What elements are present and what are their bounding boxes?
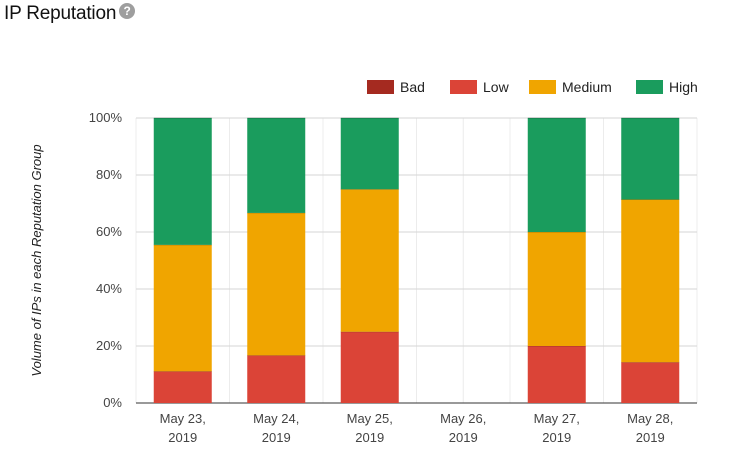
y-tick-label: 40% (96, 281, 122, 296)
y-tick-label: 80% (96, 167, 122, 182)
legend-label-low[interactable]: Low (483, 79, 510, 95)
y-tick-label: 0% (103, 395, 122, 410)
bar-segment-low[interactable] (527, 346, 586, 403)
x-tick-label-line: May 28, (627, 411, 673, 426)
x-tick-label-line: 2019 (168, 430, 197, 445)
bar-segment-medium[interactable] (247, 212, 306, 356)
x-tick-label: May 25, 2019 (347, 411, 393, 445)
legend-label-medium[interactable]: Medium (562, 79, 612, 95)
legend-swatch-bad[interactable] (367, 80, 394, 94)
bar-segment-low[interactable] (153, 371, 212, 403)
y-tick-label: 100% (89, 110, 123, 125)
help-circle-icon[interactable]: ? (119, 3, 136, 19)
bar-segment-high[interactable] (527, 118, 586, 232)
legend-label-high[interactable]: High (669, 79, 698, 95)
legend-swatch-high[interactable] (636, 80, 663, 94)
bar-segment-high[interactable] (340, 118, 399, 190)
chart-header: IP Reputation ? (4, 3, 136, 25)
bar-segment-high[interactable] (247, 118, 306, 213)
x-tick-label: May 23, 2019 (160, 411, 206, 445)
legend-label-bad[interactable]: Bad (400, 79, 425, 95)
x-tick-label-line: 2019 (262, 430, 291, 445)
legend-swatch-medium[interactable] (529, 80, 556, 94)
x-tick-label-line: 2019 (542, 430, 571, 445)
x-tick-label-line: May 26, (440, 411, 486, 426)
x-tick-label-line: May 24, (253, 411, 299, 426)
bar-segment-medium[interactable] (527, 232, 586, 346)
x-tick-label: May 28, 2019 (627, 411, 673, 445)
legend-swatch-low[interactable] (450, 80, 477, 94)
x-tick-label-line: 2019 (449, 430, 478, 445)
y-axis-label: Volume of IPs in each Reputation Group (29, 144, 44, 376)
bar-segment-medium[interactable] (340, 189, 399, 332)
bar-segment-high[interactable] (621, 118, 680, 200)
x-tick-label-line: May 25, (347, 411, 393, 426)
bar-segment-medium[interactable] (153, 244, 212, 372)
bar-segment-low[interactable] (340, 331, 399, 403)
y-tick-label: 20% (96, 338, 122, 353)
x-tick-label-line: May 23, (160, 411, 206, 426)
bar-segment-low[interactable] (247, 355, 306, 403)
bar-segment-high[interactable] (153, 118, 212, 245)
bar-segment-medium[interactable] (621, 199, 680, 363)
x-tick-label: May 26, 2019 (440, 411, 486, 445)
chart-title: IP Reputation (4, 3, 117, 24)
x-tick-label-line: 2019 (636, 430, 665, 445)
x-tick-label: May 27, 2019 (534, 411, 580, 445)
y-tick-label: 60% (96, 224, 122, 239)
x-tick-label-line: May 27, (534, 411, 580, 426)
x-tick-label-line: 2019 (355, 430, 384, 445)
x-tick-label: May 24, 2019 (253, 411, 299, 445)
bar-segment-low[interactable] (621, 362, 680, 403)
